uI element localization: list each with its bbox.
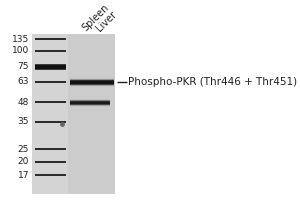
Text: 48: 48 bbox=[18, 98, 29, 107]
Text: Liver: Liver bbox=[94, 9, 118, 33]
Text: 75: 75 bbox=[18, 62, 29, 71]
Text: 63: 63 bbox=[18, 77, 29, 86]
Text: 135: 135 bbox=[12, 35, 29, 44]
Text: 20: 20 bbox=[18, 157, 29, 166]
Text: Spleen: Spleen bbox=[80, 2, 111, 33]
Text: 25: 25 bbox=[18, 145, 29, 154]
Bar bbox=[68, 34, 115, 194]
Text: 17: 17 bbox=[18, 171, 29, 180]
Text: 35: 35 bbox=[18, 117, 29, 126]
Text: Phospho-PKR (Thr446 + Thr451): Phospho-PKR (Thr446 + Thr451) bbox=[128, 77, 297, 87]
Text: 100: 100 bbox=[12, 46, 29, 55]
Bar bbox=[32, 34, 68, 194]
